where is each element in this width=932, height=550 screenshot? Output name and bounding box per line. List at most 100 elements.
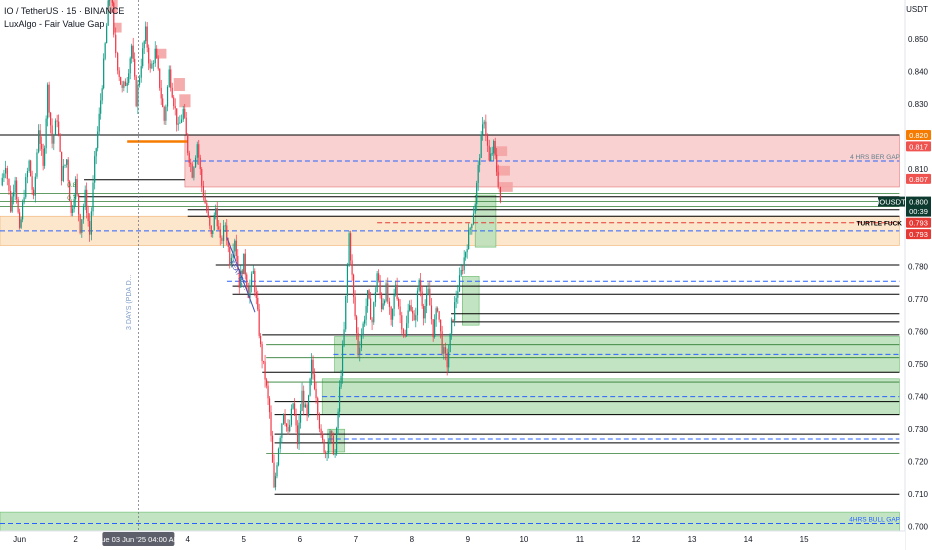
candle-232 [362, 321, 364, 339]
x-tick-label: 10 [519, 535, 528, 544]
candle-body [113, 2, 115, 35]
candle-body [51, 125, 53, 144]
candle-body [39, 130, 41, 144]
candle-body [493, 141, 495, 154]
candle-138 [216, 201, 218, 230]
candle-16 [26, 167, 29, 184]
candle-body [384, 300, 386, 304]
candle-126 [198, 140, 200, 165]
candle-body [434, 319, 436, 338]
candle-211 [329, 429, 331, 445]
candle-221 [345, 295, 347, 333]
candle-body [45, 118, 47, 149]
candle-body [121, 84, 123, 88]
candle-306 [477, 160, 479, 191]
candle-102 [160, 79, 162, 106]
candle-body [160, 87, 162, 99]
candle-320 [499, 186, 502, 204]
candle-body [25, 177, 27, 198]
candle-body [429, 288, 431, 306]
candle-body [362, 323, 364, 336]
candle-8 [14, 176, 16, 201]
candle-body [463, 257, 465, 271]
candle-body [327, 442, 330, 454]
candle-body [171, 87, 173, 98]
candle-168 [262, 360, 265, 365]
candle-body [174, 106, 176, 109]
candle-88 [138, 74, 141, 88]
candle-body [31, 176, 33, 190]
candle-body [126, 82, 128, 86]
candle-237 [369, 291, 372, 320]
candle-161 [252, 265, 254, 274]
candle-63 [100, 93, 102, 120]
candle-body [292, 403, 294, 409]
small-fvg-0 [108, 0, 118, 14]
price-tag-value: 0.793 [909, 219, 928, 228]
time-axis[interactable]: Jun 2 4 5 6 7 8 9 10 11 12 13 14 15 Tue 03 Jun '25 04:… [0, 530, 905, 550]
candle-body [237, 255, 239, 270]
candle-254 [396, 277, 398, 301]
small-fvg-4 [179, 94, 191, 108]
candle-147 [230, 253, 233, 268]
candle-body [241, 270, 243, 274]
candle-body [398, 298, 400, 307]
y-tick-label: 0.760 [908, 328, 929, 337]
candle-body [16, 180, 18, 200]
candle-197 [307, 394, 310, 418]
candle-250 [390, 305, 392, 326]
candle-127 [199, 154, 201, 176]
candle-body [451, 319, 453, 334]
candle-body [418, 280, 420, 291]
candle-293 [457, 284, 459, 304]
candle-37 [59, 133, 61, 153]
price-tag-value: 0.807 [909, 175, 928, 184]
candle-body [226, 225, 228, 241]
candle-body [22, 202, 24, 220]
candle-115 [180, 114, 183, 124]
candle-141 [221, 235, 223, 245]
candle-38 [61, 151, 63, 186]
candle-body [213, 214, 215, 231]
x-tick-label: 12 [632, 535, 641, 544]
indicator-name[interactable]: LuxAlgo - Fair Value Gap [4, 19, 105, 29]
candle-body [409, 305, 411, 311]
candle-body [168, 69, 170, 87]
candle-body [479, 157, 481, 166]
candle-body [103, 58, 105, 89]
candle-262 [409, 300, 411, 312]
candle-97 [152, 60, 155, 72]
candle-body [202, 185, 205, 198]
candle-body [304, 404, 307, 408]
candle-body [476, 183, 478, 205]
candle-body [13, 192, 15, 197]
candle-body [471, 224, 473, 229]
candle-body [53, 134, 55, 144]
candle-182 [284, 409, 286, 427]
candle-body [104, 43, 106, 59]
candle-225 [351, 254, 353, 281]
candle-242 [378, 269, 380, 283]
candle-264 [412, 306, 414, 322]
candle-body [343, 329, 345, 346]
candle-3 [6, 165, 8, 186]
candle-252 [393, 288, 395, 317]
candle-body [468, 229, 470, 250]
candle-body [76, 178, 78, 195]
candle-body [441, 331, 443, 354]
candle-10 [17, 196, 19, 214]
candle-body [331, 430, 333, 437]
candle-268 [418, 278, 420, 293]
candle-body [140, 66, 142, 78]
candle-body [303, 390, 305, 408]
candle-180 [281, 422, 283, 444]
candle-body [261, 344, 263, 361]
price-axis[interactable]: USDT0.8500.8400.8300.8200.8100.8000.7900… [877, 0, 932, 550]
candle-body [435, 308, 437, 320]
candle-160 [251, 271, 253, 293]
candle-271 [423, 303, 425, 326]
candle-body [454, 302, 456, 321]
candle-179 [279, 435, 281, 453]
price-tag-1: 0.817 [906, 141, 931, 152]
